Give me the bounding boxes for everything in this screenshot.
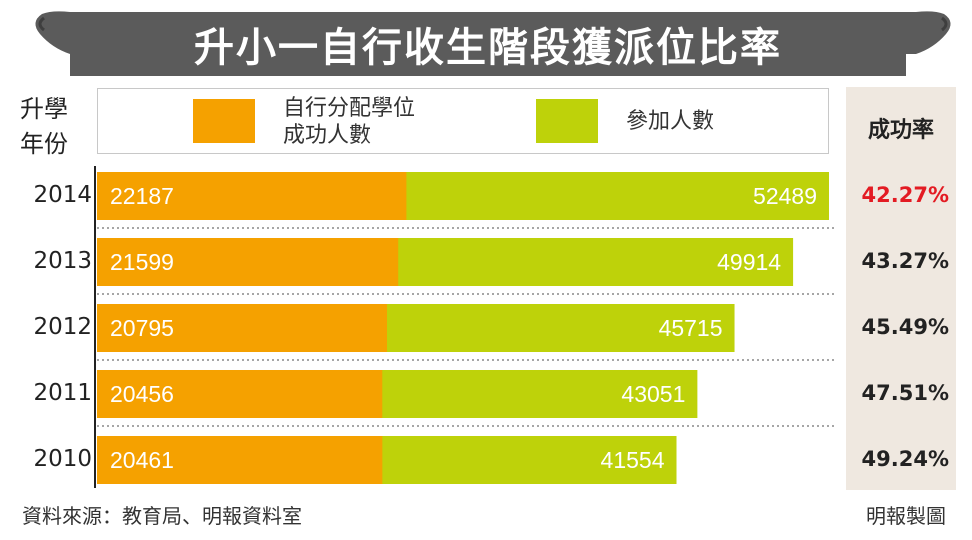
success-value-label-2010: 20461	[110, 447, 174, 473]
year-label-2013: 2013	[33, 248, 92, 274]
legend: 自行分配學位 成功人數 參加人數	[97, 88, 829, 154]
legend-label-success: 自行分配學位 成功人數	[283, 95, 415, 149]
success-rate-header: 成功率	[867, 118, 934, 143]
legend-success-line2: 成功人數	[283, 123, 372, 148]
title-curl-left	[35, 11, 82, 54]
success-bar-2011	[97, 370, 383, 418]
year-header-line2: 年份	[20, 130, 68, 158]
success-value-label-2013: 21599	[110, 249, 174, 275]
legend-success-line1: 自行分配學位	[283, 96, 416, 121]
success-rate-column	[846, 87, 956, 490]
title-curl-right	[904, 11, 951, 54]
success-value-label-2012: 20795	[110, 315, 174, 341]
success-bar-2013	[97, 238, 399, 286]
participants-value-label-2013: 49914	[717, 249, 781, 275]
participants-value-label-2014: 52489	[753, 183, 817, 209]
graphic-credit: 明報製圖	[866, 504, 946, 528]
success-value-label-2011: 20456	[110, 381, 174, 407]
title-banner: 升小一自行收生階段獲派位比率	[70, 12, 906, 76]
success-rate-2013: 43.27%	[861, 249, 949, 273]
legend-swatch-success	[193, 99, 255, 143]
success-value-label-2014: 22187	[110, 183, 174, 209]
year-label-2011: 2011	[33, 380, 92, 406]
success-rate-2012: 45.49%	[861, 315, 949, 339]
source-note: 資料來源：教育局、明報資料室	[22, 504, 302, 528]
title-banner-shape	[70, 12, 906, 76]
success-rate-2011: 47.51%	[861, 381, 949, 405]
participants-value-label-2011: 43051	[621, 381, 685, 407]
participants-value-label-2010: 41554	[601, 447, 665, 473]
year-header-line1: 升學	[20, 95, 68, 123]
success-rate-2014: 42.27%	[861, 183, 949, 207]
success-bar-2014	[97, 172, 407, 220]
year-column-header: 升學 年份	[20, 92, 80, 162]
legend-swatch-participants	[536, 99, 598, 143]
year-label-2010: 2010	[33, 446, 92, 472]
year-label-2012: 2012	[33, 314, 92, 340]
year-label-2014: 2014	[33, 182, 92, 208]
success-rate-2010: 49.24%	[861, 447, 949, 471]
success-bar-2010	[97, 436, 383, 484]
legend-label-participants: 參加人數	[626, 109, 715, 134]
chart-title: 升小一自行收生階段獲派位比率	[194, 25, 782, 71]
participants-value-label-2012: 45715	[659, 315, 723, 341]
success-bar-2012	[97, 304, 388, 352]
